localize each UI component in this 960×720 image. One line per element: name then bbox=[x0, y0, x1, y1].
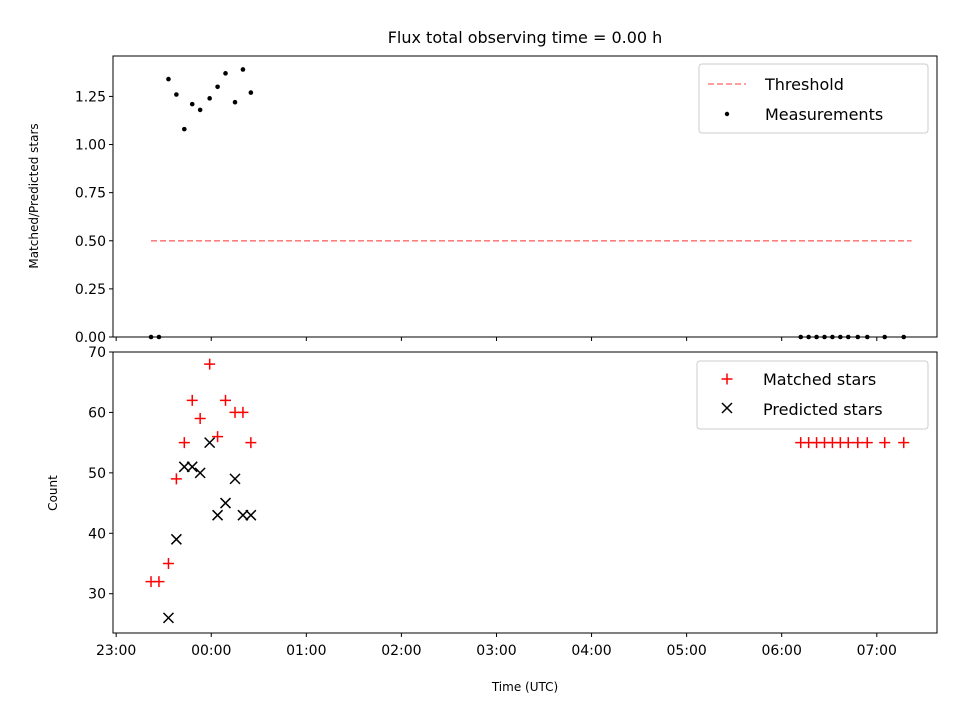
measurement-point bbox=[248, 90, 254, 95]
matched-star-point bbox=[842, 437, 854, 449]
top-y-tick-label: 0.25 bbox=[75, 282, 106, 298]
top-legend: Threshold Measurements bbox=[698, 63, 929, 134]
x-tick-label: 02:00 bbox=[381, 643, 421, 659]
predicted-star-point bbox=[186, 461, 198, 473]
bottom-legend: Matched stars Predicted stars bbox=[696, 360, 929, 430]
legend-matched-swatch bbox=[721, 373, 733, 385]
top-y-tick-label: 0.50 bbox=[75, 234, 106, 250]
top-y-tick-label: 1.25 bbox=[75, 89, 106, 105]
bottom-y-axis-label: Count bbox=[46, 475, 60, 511]
top-plot-frame bbox=[112, 55, 938, 338]
measurement-point bbox=[215, 84, 220, 90]
x-tick-label: 04:00 bbox=[571, 643, 611, 659]
predicted-star-point bbox=[212, 509, 224, 521]
measurement-point bbox=[223, 71, 228, 76]
bottom-plot-frame bbox=[112, 351, 938, 634]
measurement-point bbox=[174, 92, 179, 97]
top-y-axis-label: Matched/Predicted stars bbox=[27, 123, 41, 268]
legend-predicted-label: Predicted stars bbox=[763, 400, 883, 419]
x-axis-label: Time (UTC) bbox=[491, 680, 558, 694]
x-tick-label: 07:00 bbox=[857, 643, 897, 659]
matched-star-point bbox=[178, 437, 190, 449]
measurement-point bbox=[197, 107, 203, 113]
bottom-y-tick-label: 40 bbox=[88, 526, 106, 542]
measurement-point bbox=[207, 96, 212, 101]
predicted-star-point bbox=[170, 533, 182, 545]
matched-star-point bbox=[861, 437, 873, 449]
matched-star-point bbox=[162, 558, 174, 570]
measurement-point bbox=[166, 76, 171, 82]
bottom-y-tick-label: 50 bbox=[88, 466, 106, 482]
matched-star-point bbox=[204, 358, 216, 370]
chart-title: Flux total observing time = 0.00 h bbox=[388, 28, 663, 47]
legend-measurements-label: Measurements bbox=[765, 105, 883, 124]
legend-threshold-label: Threshold bbox=[764, 75, 844, 94]
matched-star-point bbox=[194, 412, 206, 424]
predicted-star-point bbox=[229, 473, 241, 485]
matched-star-point bbox=[170, 473, 182, 485]
measurement-point bbox=[232, 99, 238, 105]
x-tick-label: 00:00 bbox=[191, 643, 231, 659]
x-tick-label: 23:00 bbox=[96, 643, 136, 659]
matched-star-point bbox=[852, 437, 864, 449]
matched-star-point bbox=[220, 394, 232, 406]
bottom-y-tick-label: 30 bbox=[88, 587, 106, 603]
matched-star-point bbox=[245, 437, 257, 449]
measurement-point bbox=[182, 126, 187, 132]
predicted-star-point bbox=[245, 509, 257, 521]
top-y-tick-label: 0.75 bbox=[75, 186, 106, 202]
x-tick-label: 03:00 bbox=[476, 643, 516, 659]
predicted-star-point bbox=[194, 467, 206, 479]
top-legend-box bbox=[698, 63, 929, 134]
bottom-panel: 30 40 50 60 70 23:00 00:00 01:00 02:00 03:00 04:00… bbox=[46, 345, 938, 694]
matched-star-point bbox=[237, 406, 249, 418]
matched-star-point bbox=[186, 394, 198, 406]
bottom-y-tick-label: 70 bbox=[88, 345, 106, 361]
measurement-point bbox=[189, 101, 195, 107]
legend-measurements-swatch bbox=[724, 111, 730, 117]
matched-star-point bbox=[212, 431, 224, 443]
predicted-star-point bbox=[219, 497, 232, 509]
matched-star-point bbox=[879, 437, 891, 449]
top-y-tick-label: 1.00 bbox=[75, 138, 106, 154]
predicted-star-point bbox=[204, 437, 216, 449]
bottom-legend-box bbox=[696, 360, 929, 430]
matched-star-point bbox=[898, 437, 910, 449]
predicted-star-point bbox=[178, 461, 190, 473]
x-tick-label: 05:00 bbox=[666, 643, 706, 659]
measurement-point bbox=[240, 67, 246, 72]
predicted-star-point bbox=[162, 612, 174, 624]
matched-star-point bbox=[153, 576, 165, 588]
top-panel: 0.00 0.25 0.50 0.75 1.00 1.25 Matched/Predict… bbox=[27, 55, 938, 346]
top-y-tick-label: 0.00 bbox=[75, 330, 106, 346]
legend-predicted-swatch bbox=[721, 402, 733, 414]
legend-matched-label: Matched stars bbox=[763, 370, 876, 389]
x-tick-label: 06:00 bbox=[762, 643, 802, 659]
predicted-star-point bbox=[237, 509, 249, 521]
bottom-y-tick-label: 60 bbox=[88, 405, 106, 421]
x-tick-label: 01:00 bbox=[286, 643, 326, 659]
